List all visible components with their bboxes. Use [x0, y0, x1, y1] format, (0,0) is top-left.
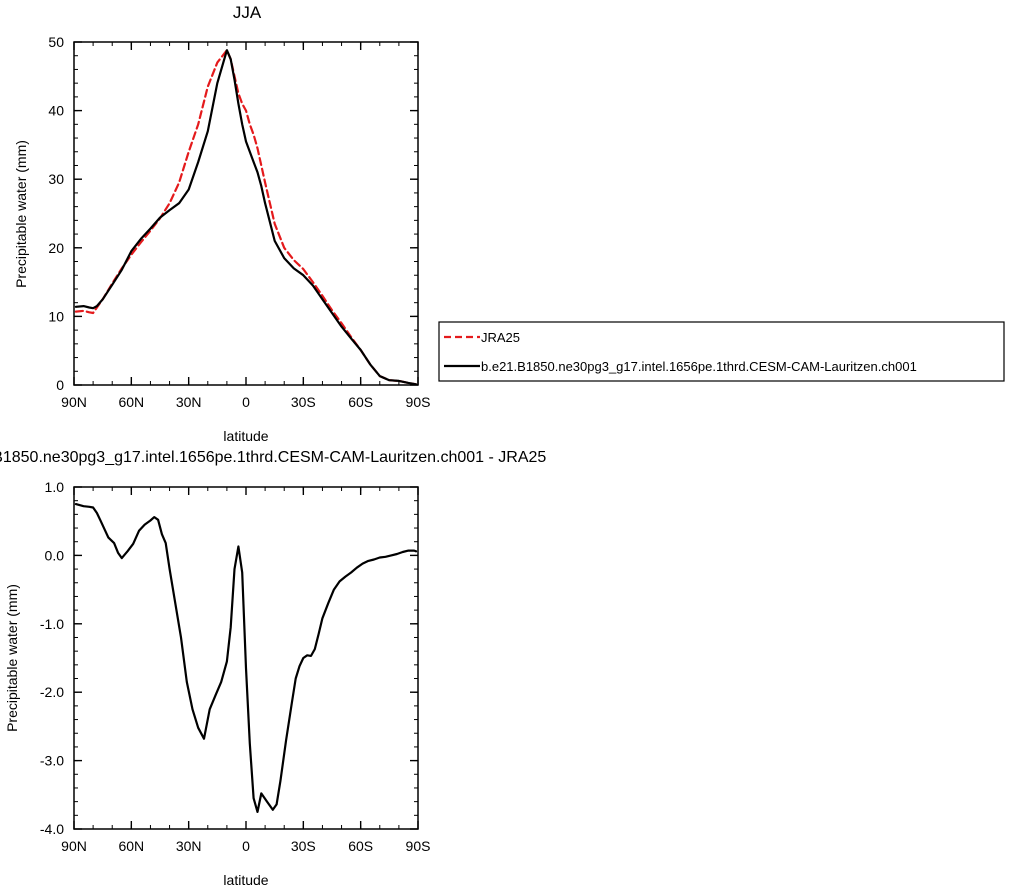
top-chart-y-tick-label: 40 — [48, 103, 64, 119]
top-chart-x-axis-label: latitude — [223, 428, 268, 444]
top-chart-title: JJA — [233, 3, 262, 22]
top-chart-x-tick-label: 0 — [242, 394, 250, 410]
bottom-chart-x-axis-label: latitude — [223, 872, 268, 888]
top-chart-y-axis-label: Precipitable water (mm) — [13, 140, 29, 288]
top-chart-axes: 90N 60N 30N 0 30S 60S 90S 0 10 20 30 40 50 — [48, 34, 430, 410]
bottom-chart-y-tick-label: -1.0 — [40, 616, 64, 632]
bottom-chart-title: b.e21.B1850.ne30pg3_g17.intel.1656pe.1th… — [0, 449, 546, 466]
top-chart-series-line-model — [74, 49, 418, 386]
top-chart-plot-area — [74, 49, 418, 386]
bottom-chart-x-tick-label: 90S — [406, 838, 431, 854]
bottom-chart-x-tick-label: 90N — [61, 838, 87, 854]
bottom-chart-x-tick-label: 0 — [242, 838, 250, 854]
top-chart-frame — [73, 41, 419, 386]
bottom-chart-y-axis-label: Precipitable water (mm) — [4, 584, 20, 732]
bottom-chart-y-tick-label: 1.0 — [45, 479, 65, 495]
bottom-chart-y-tick-label: -4.0 — [40, 821, 64, 837]
bottom-chart-x-tick-label: 30S — [291, 838, 316, 854]
bottom-chart-series-line-difference — [74, 503, 418, 814]
top-chart-y-tick-label: 0 — [56, 377, 64, 393]
top-chart-y-tick-label: 30 — [48, 171, 64, 187]
bottom-chart-y-tick-label: 0.0 — [45, 547, 65, 563]
bottom-chart-plot-area — [74, 503, 418, 814]
bottom-chart-x-tick-label: 60S — [348, 838, 373, 854]
top-panel: JJA 90N 60N 30N 0 30S 60S 90S 0 10 20 30 40 50 latit… — [13, 3, 430, 444]
legend-label-jra25: JRA25 — [481, 330, 520, 345]
top-chart-x-tick-label: 30S — [291, 394, 316, 410]
bottom-chart-y-tick-label: -2.0 — [40, 684, 64, 700]
top-chart-y-tick-label: 50 — [48, 34, 64, 50]
legend-label-model: b.e21.B1850.ne30pg3_g17.intel.1656pe.1th… — [481, 359, 917, 374]
top-chart-x-tick-label: 90N — [61, 394, 87, 410]
top-chart-x-tick-label: 90S — [406, 394, 431, 410]
top-chart-x-tick-label: 60N — [118, 394, 144, 410]
bottom-chart-axes: 90N 60N 30N 0 30S 60S 90S 1.0 0.0 -1.0 -2.0 -3.0 -4.… — [40, 479, 431, 854]
legend: JRA25 b.e21.B1850.ne30pg3_g17.intel.1656… — [438, 321, 1005, 382]
top-chart-x-tick-label: 30N — [176, 394, 202, 410]
top-chart-series-line-jra25 — [74, 49, 418, 386]
top-chart-x-tick-label: 60S — [348, 394, 373, 410]
bottom-chart-y-tick-label: -3.0 — [40, 753, 64, 769]
top-chart-y-tick-label: 20 — [48, 240, 64, 256]
top-chart-y-tick-label: 10 — [48, 308, 64, 324]
legend-box — [438, 321, 1005, 382]
bottom-panel: b.e21.B1850.ne30pg3_g17.intel.1656pe.1th… — [0, 449, 546, 888]
bottom-chart-x-tick-label: 60N — [118, 838, 144, 854]
bottom-chart-x-tick-label: 30N — [176, 838, 202, 854]
